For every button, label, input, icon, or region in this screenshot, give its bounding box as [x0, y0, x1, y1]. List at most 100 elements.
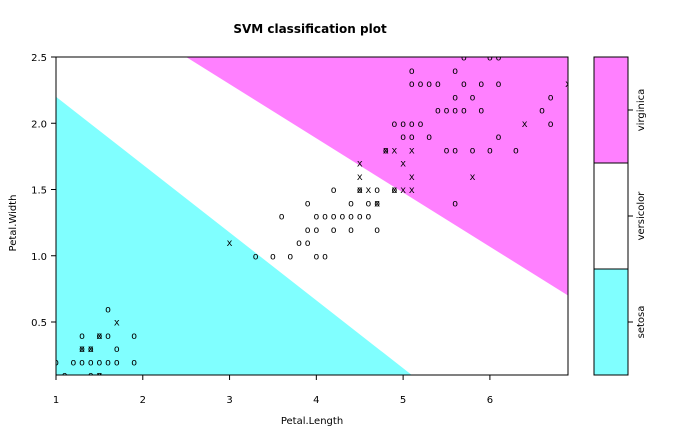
data-point-virginica: x [357, 159, 363, 170]
data-point-virginica: x [383, 145, 389, 156]
x-axis-label: Petal.Length [280, 416, 344, 427]
data-point-virginica: o [443, 106, 449, 117]
data-point-versicolor: o [374, 185, 380, 196]
data-point-virginica: o [443, 145, 449, 156]
data-point-virginica: o [452, 66, 458, 77]
data-point-versicolor: o [279, 212, 285, 223]
data-point-virginica: o [513, 145, 519, 156]
data-point-versicolor: x [357, 172, 363, 183]
data-point-setosa: x [79, 344, 85, 355]
legend-label-setosa: setosa [636, 306, 647, 339]
data-point-versicolor: o [270, 251, 276, 262]
data-point-virginica: o [496, 132, 502, 143]
data-point-setosa: o [70, 357, 76, 368]
data-point-setosa: o [88, 371, 94, 382]
data-point-versicolor: o [348, 225, 354, 236]
data-point-versicolor: o [365, 212, 371, 223]
data-point-virginica: o [409, 66, 415, 77]
data-point-versicolor: o [287, 251, 293, 262]
data-point-setosa: o [53, 357, 59, 368]
data-point-virginica: o [391, 119, 397, 130]
x-tick-label: 3 [226, 395, 232, 406]
data-point-setosa: o [96, 371, 102, 382]
data-point-virginica: o [426, 132, 432, 143]
data-point-setosa: o [131, 357, 137, 368]
data-point-versicolor: o [331, 212, 337, 223]
data-point-versicolor: o [305, 225, 311, 236]
data-point-setosa: o [88, 344, 94, 355]
data-point-virginica: o [548, 119, 554, 130]
data-point-setosa: o [79, 344, 85, 355]
data-point-setosa: x [114, 318, 120, 329]
data-point-setosa: o [62, 371, 68, 382]
data-point-virginica: x [470, 172, 476, 183]
data-point-versicolor: o [374, 198, 380, 209]
legend-label-versicolor: versicolor [636, 191, 647, 241]
data-point-virginica: x [565, 79, 571, 90]
data-point-versicolor: o [331, 185, 337, 196]
data-point-setosa: o [105, 357, 111, 368]
y-tick-label: 1.0 [31, 252, 47, 263]
plot-frame [55, 56, 569, 376]
legend: setosa versicolor virginica [593, 56, 647, 376]
region-virginica [186, 57, 568, 296]
data-point-versicolor: o [391, 185, 397, 196]
data-point-virginica: o [470, 92, 476, 103]
data-point-setosa: o [114, 357, 120, 368]
data-point-virginica: x [391, 145, 397, 156]
data-point-setosa: o [79, 357, 85, 368]
data-point-versicolor: o [313, 251, 319, 262]
data-point-setosa: o [131, 331, 137, 342]
data-point-setosa: o [105, 331, 111, 342]
region-setosa [56, 96, 412, 375]
data-point-versicolor: o [322, 251, 328, 262]
data-point-virginica: x [400, 185, 406, 196]
data-point-virginica: o [452, 106, 458, 117]
data-point-versicolor: o [313, 225, 319, 236]
data-point-setosa: o [88, 357, 94, 368]
data-point-virginica: o [409, 119, 415, 130]
x-tick-label: 4 [313, 395, 319, 406]
data-point-versicolor: x [365, 185, 371, 196]
data-point-virginica: o [435, 106, 441, 117]
data-point-virginica: o [461, 106, 467, 117]
data-point-virginica: x [409, 185, 415, 196]
data-point-virginica: o [426, 79, 432, 90]
legend-swatch-versicolor [593, 162, 629, 270]
data-point-virginica: o [487, 53, 493, 64]
chart-title: SVM classification plot [233, 22, 387, 36]
data-point-versicolor: o [357, 185, 363, 196]
data-point-virginica: o [435, 79, 441, 90]
data-point-virginica: o [452, 145, 458, 156]
data-point-virginica: o [487, 145, 493, 156]
data-point-versicolor: o [322, 212, 328, 223]
data-point-setosa: o [96, 331, 102, 342]
data-point-versicolor: o [339, 212, 345, 223]
data-point-versicolor: x [227, 238, 233, 249]
data-point-versicolor: x [357, 185, 363, 196]
data-point-versicolor: o [305, 198, 311, 209]
data-point-setosa: o [105, 304, 111, 315]
data-point-virginica: o [417, 79, 423, 90]
data-point-virginica: o [452, 198, 458, 209]
data-point-versicolor: o [357, 212, 363, 223]
y-tick-label: 0.5 [31, 318, 47, 329]
data-point-versicolor: o [374, 225, 380, 236]
legend-swatch-virginica [593, 56, 629, 164]
legend-swatch-setosa [593, 268, 629, 376]
data-point-setosa: o [79, 331, 85, 342]
y-tick-label: 1.5 [31, 186, 47, 197]
data-point-virginica: o [548, 92, 554, 103]
data-point-versicolor: x [409, 172, 415, 183]
data-point-virginica: o [461, 79, 467, 90]
data-point-versicolor: x [400, 159, 406, 170]
data-point-virginica: o [461, 53, 467, 64]
data-point-versicolor: o [296, 238, 302, 249]
data-point-virginica: o [452, 92, 458, 103]
data-point-setosa: x [88, 344, 94, 355]
data-point-virginica: o [409, 132, 415, 143]
y-tick-label: 2.0 [31, 119, 47, 130]
data-point-virginica: o [409, 79, 415, 90]
